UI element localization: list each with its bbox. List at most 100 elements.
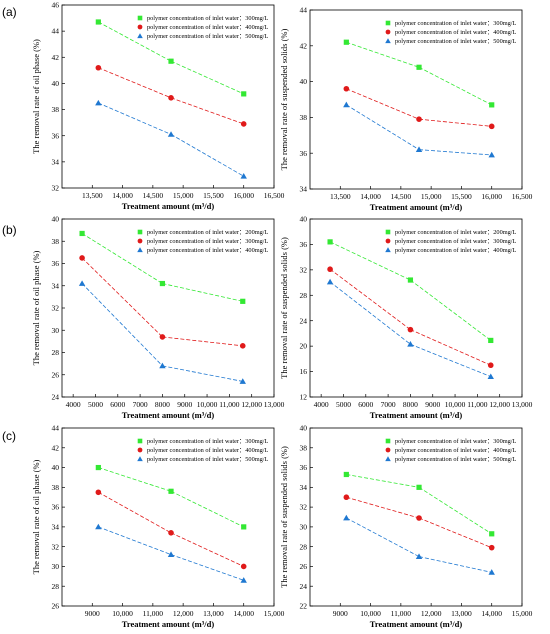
- y-tick-label: 38: [52, 483, 60, 492]
- y-tick-label: 30: [300, 522, 308, 531]
- plot-frame: [61, 218, 275, 398]
- legend-marker: [137, 447, 143, 453]
- panel-label-c: (c): [2, 429, 16, 443]
- series-line-segment: [81, 257, 163, 338]
- data-point: [95, 464, 101, 471]
- y-tick-label: 20: [300, 342, 308, 351]
- data-point: [489, 102, 495, 108]
- data-point: [415, 553, 423, 559]
- x-tick-label: 6000: [358, 400, 373, 409]
- y-axis-title: The removal rate of oil phase (%): [31, 250, 41, 365]
- y-tick-label: 16: [300, 367, 308, 376]
- y-tick-label: 32: [52, 542, 60, 551]
- series-2: [79, 255, 246, 349]
- data-point: [241, 91, 247, 97]
- x-tick-label: 14,000: [481, 609, 502, 618]
- y-tick-label: 40: [300, 215, 308, 224]
- x-axis-title: Treatment amount (m³/d): [370, 202, 463, 212]
- series-3: [343, 101, 495, 158]
- series-2: [343, 494, 495, 551]
- series-line-segment: [410, 329, 491, 366]
- y-axis-title: The removal rate of suspended solids (%): [279, 446, 289, 588]
- series-line-segment: [346, 41, 420, 68]
- data-point: [95, 523, 102, 530]
- data-point: [487, 362, 494, 369]
- data-point: [239, 378, 246, 384]
- series-3: [95, 523, 247, 583]
- data-point: [326, 278, 334, 285]
- series-line-segment: [162, 336, 243, 347]
- x-tick-label: 15,000: [173, 191, 194, 200]
- y-tick-label: 26: [300, 562, 308, 571]
- chart-4: 4000 5000 6000 7000 8000 9000 10,000 11,000 12,0…: [279, 215, 533, 420]
- data-point: [159, 334, 166, 340]
- x-tick-label: 13,000: [451, 609, 472, 618]
- legend-marker: [385, 456, 391, 462]
- data-point: [168, 530, 174, 536]
- x-tick-label: 11,000: [219, 400, 240, 409]
- x-tick-label: 16,000: [481, 192, 502, 201]
- y-tick-label: 34: [300, 185, 308, 194]
- y-tick-label: 26: [52, 370, 60, 379]
- y-tick-label: 44: [300, 6, 308, 15]
- y-tick-label: 46: [52, 1, 60, 10]
- data-point: [95, 99, 102, 106]
- series-line-segment: [418, 149, 492, 156]
- data-point: [416, 64, 422, 70]
- series-line-segment: [162, 365, 243, 382]
- x-tick-label: 13,500: [82, 191, 103, 200]
- legend-marker: [385, 247, 391, 253]
- y-tick-label: 36: [52, 503, 60, 512]
- x-tick-label: 12,000: [173, 609, 194, 618]
- series-line-segment: [98, 526, 172, 555]
- series-3: [95, 99, 247, 179]
- y-tick-label: 24: [300, 582, 308, 591]
- legend-marker: [137, 33, 143, 39]
- legend-label: polymer concentration of inlet water：200…: [395, 229, 517, 236]
- series-line-segment: [346, 104, 420, 150]
- series-1: [79, 230, 246, 304]
- series-2: [343, 85, 495, 130]
- legend-marker: [385, 447, 391, 453]
- data-point: [79, 255, 85, 261]
- legend-label: polymer concentration of inlet water：300…: [147, 238, 269, 245]
- legend-label: polymer concentration of inlet water：300…: [147, 15, 269, 22]
- x-tick-label: 4000: [66, 400, 81, 409]
- data-point: [95, 64, 102, 71]
- y-tick-label: 36: [52, 131, 60, 140]
- legend-label: polymer concentration of inlet water：300…: [147, 438, 269, 445]
- legend-label: polymer concentration of inlet water：300…: [395, 238, 517, 245]
- y-tick-label: 36: [52, 259, 60, 268]
- series-line-segment: [81, 283, 163, 367]
- y-tick-label: 32: [300, 503, 308, 512]
- x-tick-label: 7000: [381, 400, 396, 409]
- y-tick-label: 38: [52, 105, 60, 114]
- legend-marker: [137, 438, 143, 444]
- series-line-segment: [170, 134, 244, 177]
- data-point: [167, 551, 175, 557]
- x-tick-label: 8000: [403, 400, 418, 409]
- plot-frame: [61, 427, 275, 607]
- y-tick-label: 38: [52, 237, 60, 246]
- series-1: [343, 39, 495, 108]
- y-tick-label: 42: [52, 53, 60, 62]
- series-line-segment: [329, 241, 411, 281]
- y-tick-label: 34: [52, 522, 60, 531]
- x-axis-title: Treatment amount (m³/d): [122, 410, 215, 420]
- x-tick-label: 8000: [155, 400, 170, 409]
- legend-entry: polymer concentration of inlet water：400…: [137, 24, 269, 31]
- legend-entry: polymer concentration of inlet water：200…: [137, 229, 269, 236]
- legend-label: polymer concentration of inlet water：400…: [147, 24, 269, 31]
- data-point: [416, 484, 422, 490]
- data-point: [168, 58, 174, 64]
- data-point: [159, 362, 166, 369]
- data-point: [95, 19, 101, 25]
- y-tick-label: 32: [52, 184, 60, 193]
- chart-1: 13,500 14,000 14,500 15,000 15,500 16,000 16,5…: [31, 1, 285, 211]
- series-3: [78, 280, 246, 384]
- series-line-segment: [418, 66, 492, 106]
- data-point: [159, 280, 166, 287]
- x-tick-label: 12,000: [241, 400, 262, 409]
- y-tick-label: 32: [300, 265, 308, 274]
- series-line-segment: [410, 279, 491, 341]
